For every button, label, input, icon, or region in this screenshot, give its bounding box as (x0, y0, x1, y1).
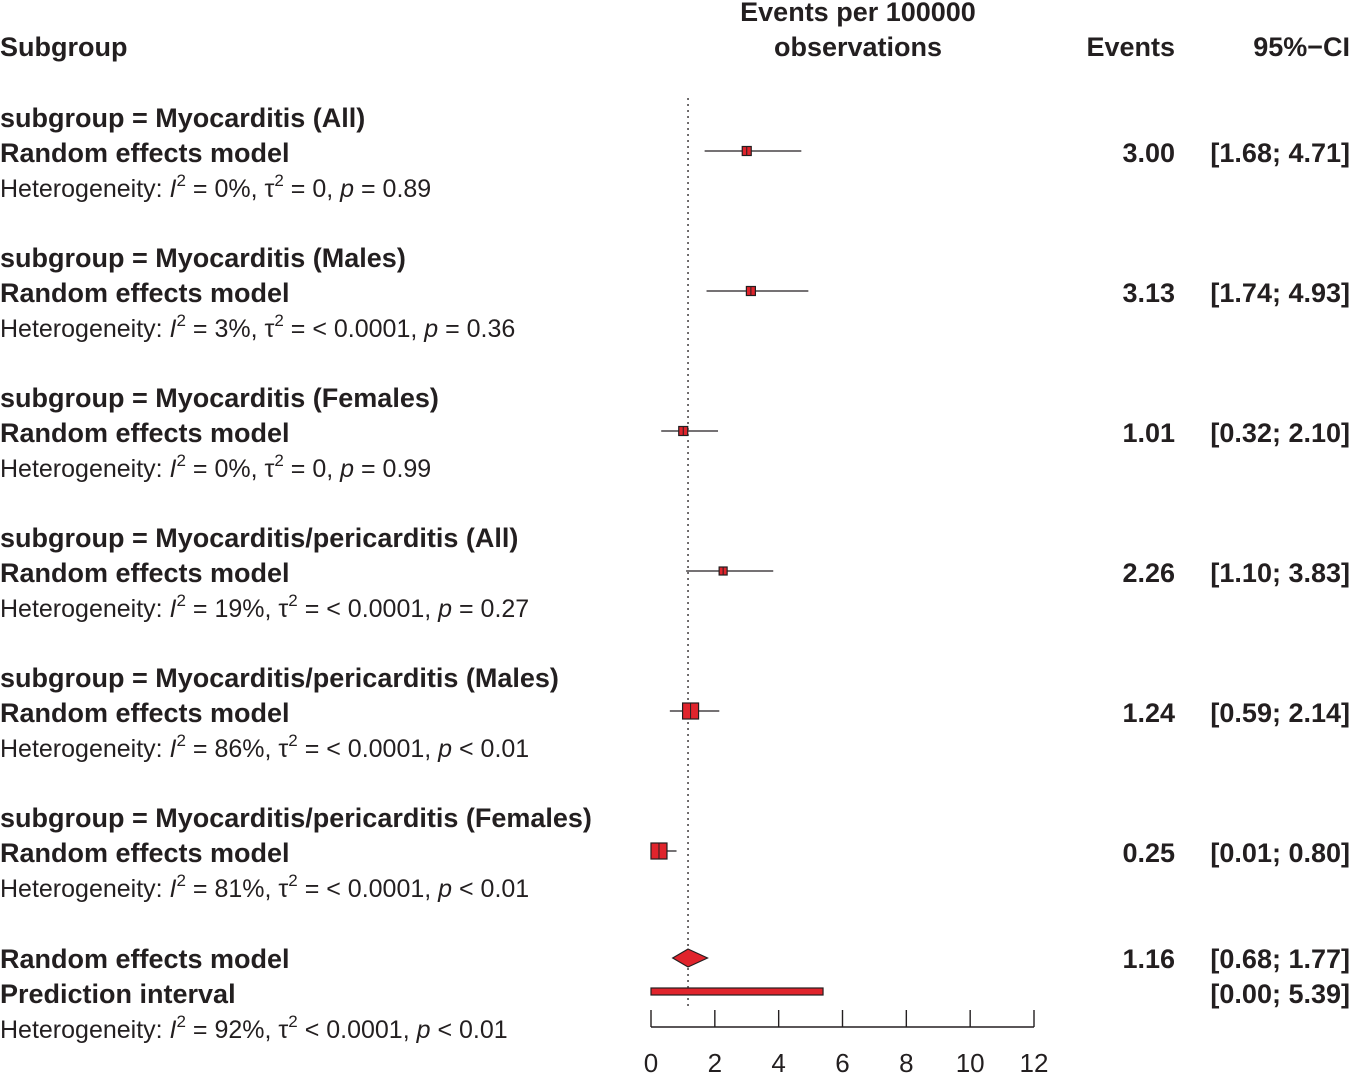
events-value: 2.26 (1122, 558, 1175, 588)
subgroup-label: subgroup = Myocarditis (Females) (0, 383, 439, 413)
events-value: 0.25 (1122, 838, 1175, 868)
subgroup-label: subgroup = Myocarditis (Males) (0, 243, 406, 273)
heterogeneity-text: Heterogeneity: I2 = 0%, τ2 = 0, p = 0.99 (0, 451, 431, 483)
axis-title-line1: Events per 100000 (740, 0, 976, 27)
model-label: Random effects model (0, 278, 290, 308)
model-label: Random effects model (0, 838, 290, 868)
header-ci: 95%−CI (1253, 32, 1350, 62)
ci-value: [0.59; 2.14] (1210, 698, 1350, 728)
prediction-ci-value: [0.00; 5.39] (1210, 979, 1350, 1009)
x-tick-label: 10 (956, 1048, 985, 1074)
ci-value: [0.01; 0.80] (1210, 838, 1350, 868)
ci-value: [0.32; 2.10] (1210, 418, 1350, 448)
overall-ci-value: [0.68; 1.77] (1210, 944, 1350, 974)
prediction-interval-label: Prediction interval (0, 979, 236, 1009)
heterogeneity-text: Heterogeneity: I2 = 19%, τ2 = < 0.0001, … (0, 591, 529, 623)
ci-value: [1.68; 4.71] (1210, 138, 1350, 168)
model-label: Random effects model (0, 418, 290, 448)
events-value: 3.13 (1122, 278, 1175, 308)
header-events: Events (1086, 32, 1175, 62)
overall-diamond (671, 948, 709, 968)
x-tick-label: 12 (1020, 1048, 1049, 1074)
heterogeneity-text: Heterogeneity: I2 = 81%, τ2 = < 0.0001, … (0, 871, 529, 903)
events-value: 1.24 (1122, 698, 1175, 728)
prediction-interval-bar (650, 987, 824, 996)
ci-value: [1.74; 4.93] (1210, 278, 1350, 308)
header-subgroup: Subgroup (0, 32, 127, 62)
overall-heterogeneity-text: Heterogeneity: I2 = 92%, τ2 < 0.0001, p … (0, 1012, 508, 1044)
heterogeneity-text: Heterogeneity: I2 = 86%, τ2 = < 0.0001, … (0, 731, 529, 763)
subgroup-label: subgroup = Myocarditis/pericarditis (All… (0, 523, 518, 553)
subgroup-label: subgroup = Myocarditis/pericarditis (Fem… (0, 803, 592, 833)
x-tick-label: 2 (708, 1048, 722, 1074)
model-label: Random effects model (0, 698, 290, 728)
x-tick-label: 8 (899, 1048, 913, 1074)
subgroup-label: subgroup = Myocarditis/pericarditis (Mal… (0, 663, 559, 693)
model-label: Random effects model (0, 138, 290, 168)
ci-value: [1.10; 3.83] (1210, 558, 1350, 588)
subgroup-label: subgroup = Myocarditis (All) (0, 103, 365, 133)
overall-events-value: 1.16 (1122, 944, 1175, 974)
heterogeneity-text: Heterogeneity: I2 = 0%, τ2 = 0, p = 0.89 (0, 171, 431, 203)
x-tick-label: 0 (644, 1048, 658, 1074)
events-value: 3.00 (1122, 138, 1175, 168)
heterogeneity-text: Heterogeneity: I2 = 3%, τ2 = < 0.0001, p… (0, 311, 515, 343)
model-label: Random effects model (0, 558, 290, 588)
axis-title-line2: observations (774, 32, 942, 62)
x-tick-label: 4 (771, 1048, 785, 1074)
overall-model-label: Random effects model (0, 944, 290, 974)
x-tick-label: 6 (835, 1048, 849, 1074)
events-value: 1.01 (1122, 418, 1175, 448)
